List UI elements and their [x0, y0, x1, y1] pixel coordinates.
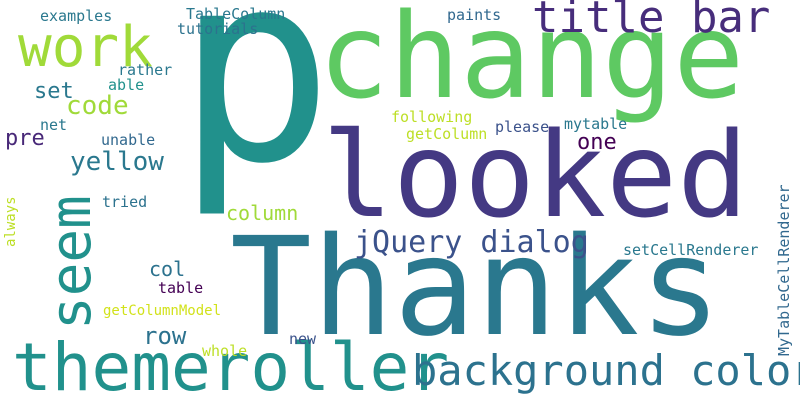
word-thanks: Thanks: [230, 209, 722, 367]
word-looked: looked: [322, 106, 749, 244]
word-table: table: [158, 279, 204, 297]
word-change: change: [318, 0, 745, 125]
word-pre: pre: [5, 126, 45, 151]
word-unable: unable: [101, 131, 156, 149]
word-new: new: [289, 330, 317, 348]
word-mytablecellrenderer: MyTableCellRenderer: [775, 184, 793, 356]
word-mytable: mytable: [564, 115, 628, 133]
word-tablecolumn: TableColumn: [186, 5, 286, 23]
word-yellow: yellow: [70, 147, 164, 177]
word-able: able: [108, 76, 145, 94]
word-examples: examples: [40, 7, 113, 25]
word-getcolumnmodel: getColumnModel: [103, 303, 222, 319]
word-net: net: [40, 116, 68, 134]
word-one: one: [577, 130, 617, 155]
word-background-color: background color: [412, 346, 800, 395]
word-rather: rather: [118, 61, 173, 79]
word-setcellrenderer: setCellRenderer: [623, 241, 759, 259]
word-set: set: [34, 79, 74, 104]
word-p: p: [176, 0, 334, 221]
word-work: work: [18, 15, 153, 80]
word-col: col: [149, 257, 186, 281]
word-seem: seem: [39, 195, 104, 330]
word-whole: whole: [202, 342, 248, 360]
word-please: please: [495, 118, 550, 136]
word-themeroller: themeroller: [12, 329, 450, 400]
word-code: code: [66, 91, 129, 121]
word-paints: paints: [447, 6, 502, 24]
word-jquery-dialog: jQuery dialog: [354, 225, 589, 260]
word-tried: tried: [102, 193, 148, 211]
word-getcolumn: getColumn: [406, 125, 488, 143]
word-following: following: [391, 108, 473, 126]
word-column: column: [226, 201, 299, 225]
word-title-bar: title bar: [532, 0, 771, 43]
word-tutorials: tutorials: [177, 20, 259, 38]
word-row: row: [143, 322, 187, 350]
word-always: always: [3, 196, 19, 247]
